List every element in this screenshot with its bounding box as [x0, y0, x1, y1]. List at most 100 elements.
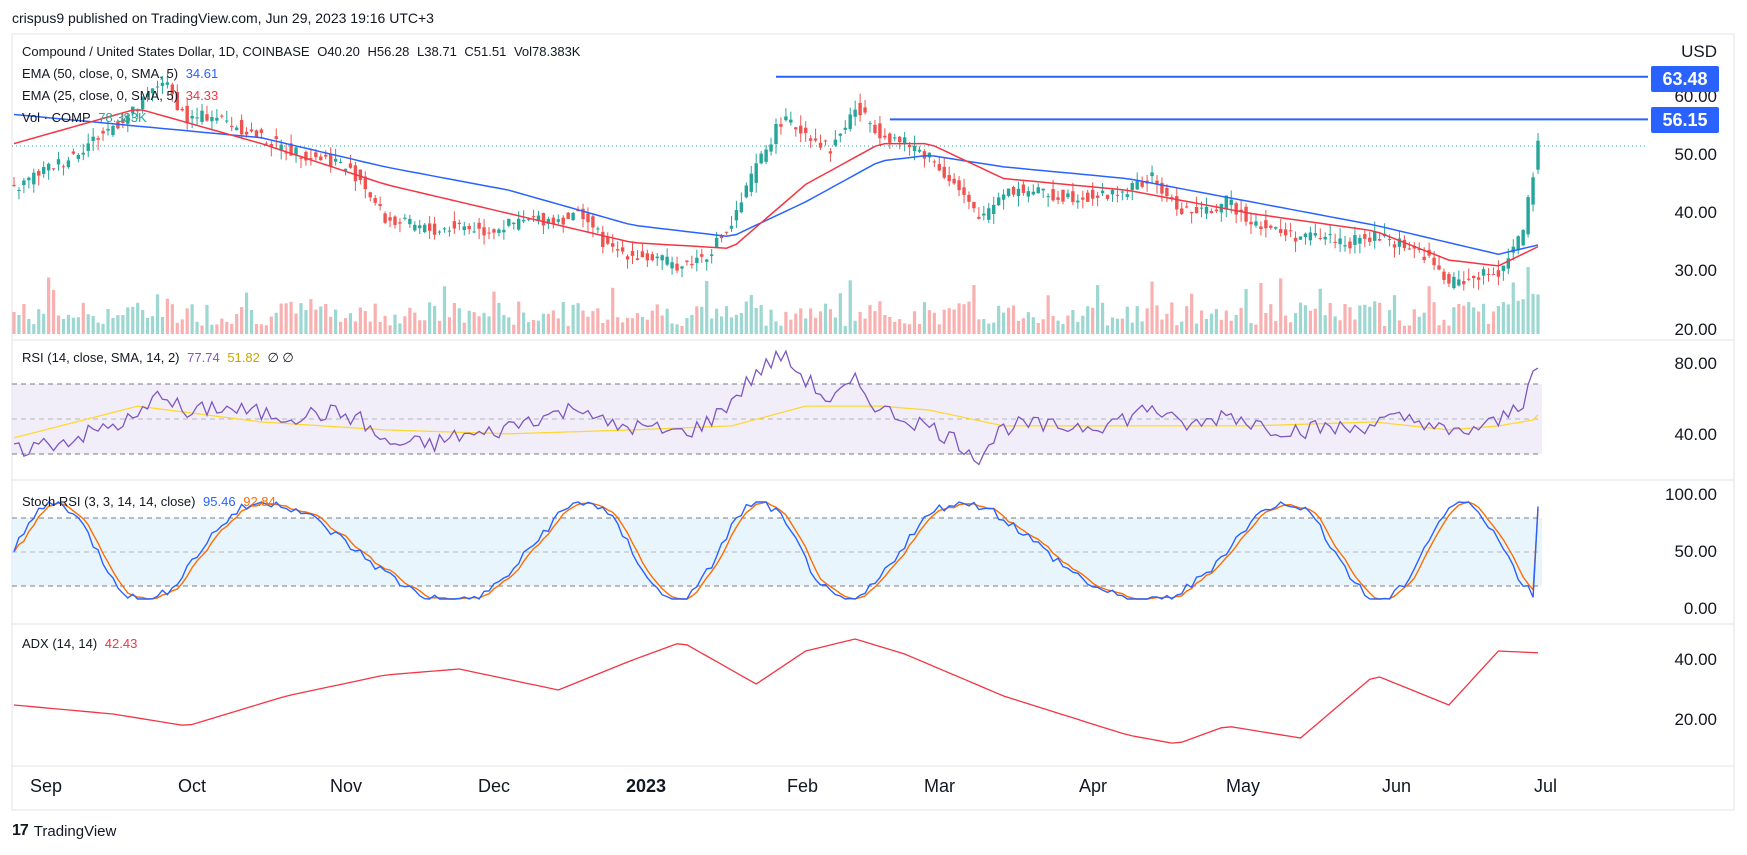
volume-bar [1061, 323, 1065, 334]
candle-body [1209, 211, 1214, 214]
volume-bar [309, 299, 313, 334]
time-label: Jun [1382, 776, 1412, 796]
candle-body [1090, 189, 1095, 199]
price-tag-mid[interactable]: 56.15 [1651, 107, 1719, 133]
volume-bar [625, 317, 630, 334]
volume-bar [1100, 302, 1105, 334]
candle-body [1288, 230, 1293, 232]
candle-body [12, 184, 16, 186]
candle-body [705, 259, 709, 262]
candle-body [1491, 274, 1496, 276]
volume-bar [843, 325, 847, 334]
time-label: Feb [787, 776, 819, 796]
volume-bar [1081, 315, 1085, 334]
candle-body [22, 180, 26, 186]
candle-body [1407, 248, 1412, 250]
volume-bar [1031, 317, 1035, 334]
candle-body [1165, 187, 1169, 197]
candle-body [1506, 258, 1511, 269]
candle-body [1110, 189, 1115, 195]
volume-bar [823, 303, 828, 334]
stoch-legend[interactable]: Stoch RSI (3, 3, 14, 14, close) 95.46 92… [22, 494, 280, 509]
volume-bar [314, 309, 318, 334]
volume-bar [428, 302, 432, 334]
volume-legend[interactable]: Vol · COMP 78.383K [22, 110, 151, 125]
candle-body [1234, 203, 1238, 215]
candle-body [1016, 188, 1021, 197]
volume-bar [12, 311, 16, 334]
footer[interactable]: 17 TradingView [12, 822, 116, 840]
volume-bar [947, 308, 951, 334]
volume-bar [1204, 319, 1209, 334]
volume-bar [1021, 318, 1026, 334]
ema25-legend[interactable]: EMA (25, close, 0, SMA, 5) 34.33 [22, 88, 222, 103]
symbol-legend[interactable]: Compound / United States Dollar, 1D, COI… [22, 44, 584, 59]
volume-bar [967, 301, 971, 334]
candle-body [1214, 209, 1219, 212]
volume-bar [1016, 320, 1021, 334]
volume-bar [680, 325, 684, 334]
candle-body [1392, 244, 1397, 248]
volume-bar [1194, 323, 1199, 334]
candle-body [1437, 265, 1441, 270]
candle-body [418, 225, 422, 229]
volume-bar [269, 316, 273, 334]
candle-body [447, 230, 452, 232]
volume-bar [1457, 303, 1461, 334]
candle-body [413, 224, 417, 231]
volume-bar [467, 310, 471, 334]
candle-body [66, 160, 71, 168]
candle-body [967, 194, 971, 202]
volume-bar [1214, 309, 1218, 334]
candle-body [432, 223, 437, 235]
candle-body [1184, 206, 1189, 208]
candle-body [655, 256, 659, 259]
candle-body [1189, 211, 1194, 214]
candle-body [739, 202, 744, 213]
candle-body [1204, 206, 1209, 214]
volume-bar [522, 312, 526, 334]
candle-body [586, 213, 590, 223]
volume-bar [86, 314, 90, 334]
candle-body [200, 110, 204, 122]
volume-bar [1447, 325, 1451, 334]
candle-body [611, 243, 615, 247]
candle-body [373, 197, 377, 203]
candle-body [1283, 229, 1288, 236]
volume-bar [1373, 301, 1377, 334]
candle-body [1130, 183, 1134, 190]
candle-body [828, 151, 833, 154]
candle-body [41, 167, 46, 174]
candle-body [833, 139, 838, 146]
candle-body [1229, 199, 1233, 205]
stoch-d-value: 92.84 [243, 494, 276, 509]
volume-bar [1110, 317, 1115, 334]
candle-body [442, 228, 447, 230]
candle-body [427, 223, 432, 231]
price-tag-high[interactable]: 63.48 [1651, 66, 1719, 92]
volume-bar [1170, 302, 1174, 334]
candle-body [467, 225, 471, 230]
candle-body [56, 159, 61, 165]
volume-bar [1026, 312, 1030, 334]
candle-body [284, 152, 288, 154]
volume-bar [437, 320, 442, 334]
volume-bar [329, 316, 333, 334]
volume-bar [1155, 305, 1159, 334]
volume-bar [1387, 310, 1392, 334]
candle-body [76, 154, 81, 159]
volume-bar [566, 325, 570, 334]
series-layer [12, 73, 1648, 744]
time-label-year: 2023 [626, 776, 667, 796]
adx-legend[interactable]: ADX (14, 14) 42.43 [22, 636, 141, 651]
volume-bar [393, 314, 397, 334]
ema50-legend[interactable]: EMA (50, close, 0, SMA, 5) 34.61 [22, 66, 222, 81]
candle-body [996, 197, 1001, 206]
candle-body [32, 172, 36, 185]
rsi-legend[interactable]: RSI (14, close, SMA, 14, 2) 77.74 51.82 … [22, 350, 298, 366]
candle-body [665, 256, 669, 265]
volume-bar [195, 321, 199, 334]
candle-body [259, 129, 264, 133]
candle-body [1353, 235, 1357, 245]
